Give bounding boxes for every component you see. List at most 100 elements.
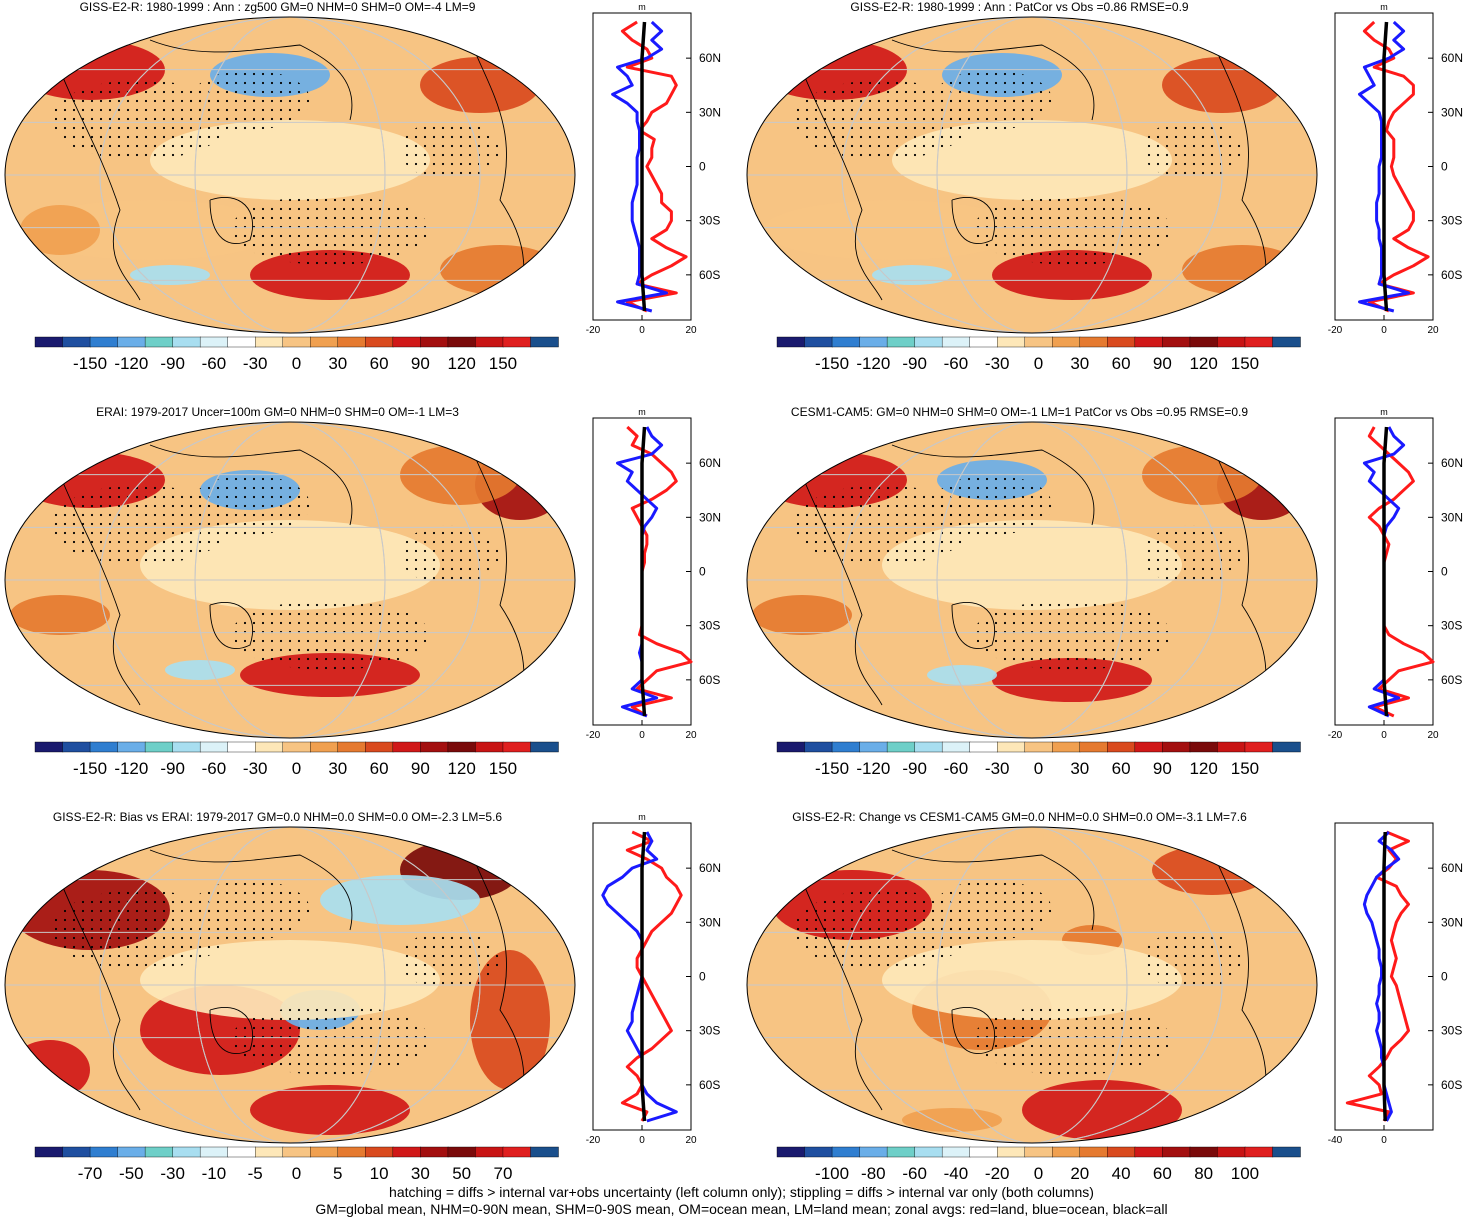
- profile-x-tick-label: 0: [639, 730, 645, 741]
- profile-all-line: [640, 426, 647, 717]
- colorbar-label: 30: [328, 354, 347, 373]
- field-anomaly: [250, 250, 410, 300]
- colorbar-swatch: [1079, 336, 1109, 348]
- colorbar-label: -30: [985, 759, 1010, 778]
- colorbar-label: 60: [1153, 1164, 1172, 1183]
- colorbar-label: -60: [944, 759, 969, 778]
- stippling: [230, 195, 430, 265]
- colorbar-swatch: [34, 1146, 64, 1158]
- stippling: [932, 70, 1052, 130]
- colorbar-swatch: [1107, 336, 1136, 348]
- profile-land-line: [620, 830, 683, 1122]
- panel-figure: -100 -80 -60 -40 -20 0 20 40 60 80 100 -40 0 60N 30N 0 3…: [746, 822, 1463, 1183]
- colorbar-swatch: [804, 336, 833, 348]
- colorbar-swatch: [1217, 741, 1246, 753]
- coastline: [801, 879, 883, 1111]
- colorbar-swatch: [886, 1146, 916, 1158]
- stippling: [792, 485, 972, 565]
- colorbar-label: 80: [1194, 1164, 1213, 1183]
- profile-lat-label: 0: [1441, 970, 1448, 984]
- colorbar-label: 50: [452, 1164, 471, 1183]
- field-anomaly: [992, 658, 1152, 702]
- colorbar-swatch: [1189, 1146, 1219, 1158]
- map-field: [5, 827, 575, 1143]
- zonal-profile: -20 0 20 m 60N 30N 0 30S 60S: [586, 2, 721, 336]
- colorbar-swatch: [62, 741, 91, 753]
- colorbar-swatch: [199, 1146, 229, 1158]
- field-anomaly: [1152, 845, 1272, 895]
- coastline: [951, 1006, 996, 1054]
- stippling: [972, 1005, 1172, 1075]
- profile-lat-label: 30S: [699, 1024, 720, 1038]
- colorbar-label: -60: [902, 1164, 927, 1183]
- colorbar-label: 60: [1112, 759, 1131, 778]
- profile-x-tick-label: -20: [1328, 730, 1343, 741]
- stippling: [190, 70, 310, 130]
- panel-giss-climatology: GISS-E2-R: 1980-1999 : Ann : zg500 GM=0 …: [0, 0, 741, 405]
- colorbar-swatch: [997, 741, 1026, 753]
- colorbar-label: -30: [243, 354, 268, 373]
- colorbar-swatch: [282, 336, 311, 348]
- coastline: [149, 849, 353, 931]
- colorbar-swatch: [502, 336, 532, 348]
- panel-giss-patcor: GISS-E2-R: 1980-1999 : Ann : PatCor vs O…: [742, 0, 1483, 405]
- colorbar-label: 120: [447, 759, 475, 778]
- colorbar-swatch: [420, 1146, 449, 1158]
- coastline: [951, 601, 996, 649]
- stippling: [50, 890, 230, 970]
- colorbar-swatch: [392, 741, 422, 753]
- colorbar-swatch: [1244, 336, 1274, 348]
- colorbar-swatch: [447, 1146, 477, 1158]
- colorbar-swatch: [831, 336, 861, 348]
- colorbar-label: 0: [292, 759, 301, 778]
- colorbar-label: 150: [1231, 354, 1259, 373]
- field-anomaly: [992, 250, 1152, 300]
- colorbar-swatch: [859, 1146, 888, 1158]
- colorbar-label: -30: [160, 1164, 185, 1183]
- colorbar-swatch: [117, 1146, 146, 1158]
- colorbar-swatch: [1052, 741, 1081, 753]
- graticule-line: [194, 422, 386, 738]
- colorbar-swatch: [310, 741, 339, 753]
- colorbar-swatch: [831, 1146, 861, 1158]
- colorbar-swatch: [1079, 741, 1109, 753]
- field-anomaly: [165, 660, 235, 680]
- colorbar-swatch: [886, 741, 916, 753]
- coastline: [1211, 39, 1267, 301]
- panel-title: GISS-E2-R: Change vs CESM1-CAM5 GM=0.0 N…: [792, 810, 1247, 824]
- field-anomaly: [140, 940, 440, 1020]
- colorbar-swatch: [475, 741, 504, 753]
- colorbar-label: 120: [1189, 354, 1217, 373]
- field-anomaly: [440, 245, 560, 295]
- stippling: [792, 80, 972, 160]
- profile-lat-label: 30N: [699, 915, 721, 929]
- colorbar-label: 150: [1231, 759, 1259, 778]
- profile-x-tick-label: -20: [586, 730, 601, 741]
- colorbar-label: -30: [243, 759, 268, 778]
- profile-lat-label: 60S: [1441, 673, 1462, 687]
- colorbar-swatch: [831, 741, 861, 753]
- coastline: [209, 196, 254, 244]
- colorbar-swatch: [89, 336, 119, 348]
- colorbar-swatch: [227, 1146, 256, 1158]
- profile-all-line: [640, 831, 647, 1122]
- profile-x-tick-label: 20: [685, 1135, 697, 1146]
- colorbar-swatch: [886, 336, 916, 348]
- profile-unit-label: m: [638, 407, 646, 417]
- colorbar-label: -150: [73, 354, 107, 373]
- graticule-line: [936, 827, 1128, 1143]
- field-anomaly: [320, 875, 480, 925]
- profile-land-line: [626, 425, 693, 718]
- profile-lat-label: 30N: [699, 105, 721, 119]
- map-border: [746, 16, 1318, 334]
- stippling: [932, 475, 1052, 535]
- colorbar-swatch: [392, 336, 422, 348]
- colorbar-label: -90: [902, 354, 927, 373]
- colorbar-label: -120: [114, 354, 148, 373]
- colorbar-label: 20: [1070, 1164, 1089, 1183]
- colorbar-label: -30: [985, 354, 1010, 373]
- field-anomaly: [150, 120, 430, 200]
- colorbar-swatch: [1107, 1146, 1136, 1158]
- map-border: [4, 421, 576, 739]
- colorbar-label: -60: [202, 354, 227, 373]
